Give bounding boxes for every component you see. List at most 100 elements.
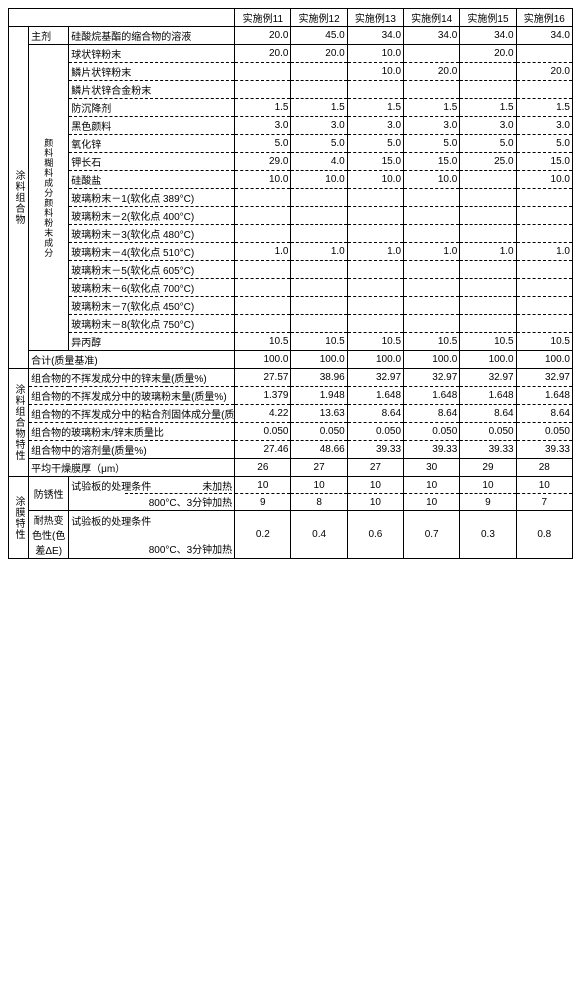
- cell: 1.5: [291, 99, 347, 117]
- cell: 10.0: [347, 45, 403, 63]
- row-label: 硅酸盐: [69, 171, 235, 189]
- cell: 0.2: [235, 511, 291, 559]
- cell: 1.5: [235, 99, 291, 117]
- cell: 100.0: [404, 351, 460, 369]
- row-label: 组合物的不挥发成分中的锌末量(质量%): [29, 369, 235, 387]
- row-label: 黑色颜料: [69, 117, 235, 135]
- col-header: 实施例11: [235, 9, 291, 27]
- cell: 30: [404, 459, 460, 477]
- cell: [516, 189, 572, 207]
- cell: [460, 207, 516, 225]
- row-label: 试验板的处理条件 未加热 800°C、3分钟加热: [69, 477, 235, 511]
- cell: [460, 81, 516, 99]
- cell: 29: [460, 459, 516, 477]
- cell: [347, 207, 403, 225]
- cell: 0.050: [235, 423, 291, 441]
- cell: 4.0: [291, 153, 347, 171]
- col-header: 实施例15: [460, 9, 516, 27]
- cell: 10.0: [404, 171, 460, 189]
- cell: 38.96: [291, 369, 347, 387]
- cell: 1.0: [235, 243, 291, 261]
- row-label: 异丙醇: [69, 333, 235, 351]
- cell: 27.46: [235, 441, 291, 459]
- cell: [404, 45, 460, 63]
- cell: [404, 315, 460, 333]
- cell: 48.66: [291, 441, 347, 459]
- cell: 7: [516, 494, 572, 511]
- row-label: 鳞片状锌合金粉末: [69, 81, 235, 99]
- col-header: 实施例12: [291, 9, 347, 27]
- col-header: 实施例13: [347, 9, 403, 27]
- row-label: 硅酸烷基酯的缩合物的溶液: [69, 27, 235, 45]
- cell: 20.0: [404, 63, 460, 81]
- cell: 100.0: [516, 351, 572, 369]
- cell: [516, 81, 572, 99]
- cell: 39.33: [460, 441, 516, 459]
- cell: 15.0: [347, 153, 403, 171]
- cell: 10: [404, 494, 460, 511]
- cell: 5.0: [460, 135, 516, 153]
- cell: 32.97: [516, 369, 572, 387]
- cell: [404, 225, 460, 243]
- row-label: 耐热变色性(色差ΔE): [29, 511, 69, 559]
- cell: 34.0: [460, 27, 516, 45]
- cell: 39.33: [516, 441, 572, 459]
- row-label: 防沉降剂: [69, 99, 235, 117]
- cell: [235, 279, 291, 297]
- cell: 0.050: [347, 423, 403, 441]
- cell: [404, 261, 460, 279]
- cell: [516, 297, 572, 315]
- cell: 8.64: [516, 405, 572, 423]
- cell: 15.0: [404, 153, 460, 171]
- cell: 27.57: [235, 369, 291, 387]
- cell: [347, 297, 403, 315]
- row-label: 玻璃粉末－1(软化点 389°C): [69, 189, 235, 207]
- cell: 34.0: [516, 27, 572, 45]
- cell: 34.0: [347, 27, 403, 45]
- cell: 10: [235, 477, 291, 494]
- cell: [291, 297, 347, 315]
- sub-label: 未加热: [202, 478, 232, 493]
- cell: 39.33: [347, 441, 403, 459]
- cell: [235, 189, 291, 207]
- group-properties: 涂料组合物特性: [9, 369, 29, 477]
- cell: 0.6: [347, 511, 403, 559]
- cell: 1.0: [347, 243, 403, 261]
- row-label: 平均干燥膜厚（μm）: [29, 459, 235, 477]
- cell: 32.97: [404, 369, 460, 387]
- cell: [460, 279, 516, 297]
- blank-header: [9, 9, 235, 27]
- cell: 15.0: [516, 153, 572, 171]
- group-pigment: 颜料糊料成分颜料粉末成分: [29, 45, 69, 351]
- cell: 1.5: [404, 99, 460, 117]
- cell: 13.63: [291, 405, 347, 423]
- cell: [347, 279, 403, 297]
- cell: 8: [291, 494, 347, 511]
- cell: 1.0: [516, 243, 572, 261]
- cell: [235, 225, 291, 243]
- cell: 8.64: [347, 405, 403, 423]
- cell: [235, 261, 291, 279]
- row-label: 玻璃粉末－8(软化点 750°C): [69, 315, 235, 333]
- cell: [516, 45, 572, 63]
- cell: 3.0: [235, 117, 291, 135]
- cell: 20.0: [291, 45, 347, 63]
- col-header: 实施例16: [516, 9, 572, 27]
- cell: [460, 297, 516, 315]
- cell: [235, 297, 291, 315]
- cell: 9: [460, 494, 516, 511]
- cell: 100.0: [235, 351, 291, 369]
- cell: 0.050: [516, 423, 572, 441]
- cell: [404, 297, 460, 315]
- cell: 10: [460, 477, 516, 494]
- cell: [460, 171, 516, 189]
- cell: [347, 315, 403, 333]
- row-label: 玻璃粉末－2(软化点 400°C): [69, 207, 235, 225]
- cell: [404, 279, 460, 297]
- cell: [460, 315, 516, 333]
- cell: [291, 189, 347, 207]
- row-label: 组合物的玻璃粉末/锌末质量比: [29, 423, 235, 441]
- cell: [460, 63, 516, 81]
- cell: [516, 261, 572, 279]
- cell: [291, 315, 347, 333]
